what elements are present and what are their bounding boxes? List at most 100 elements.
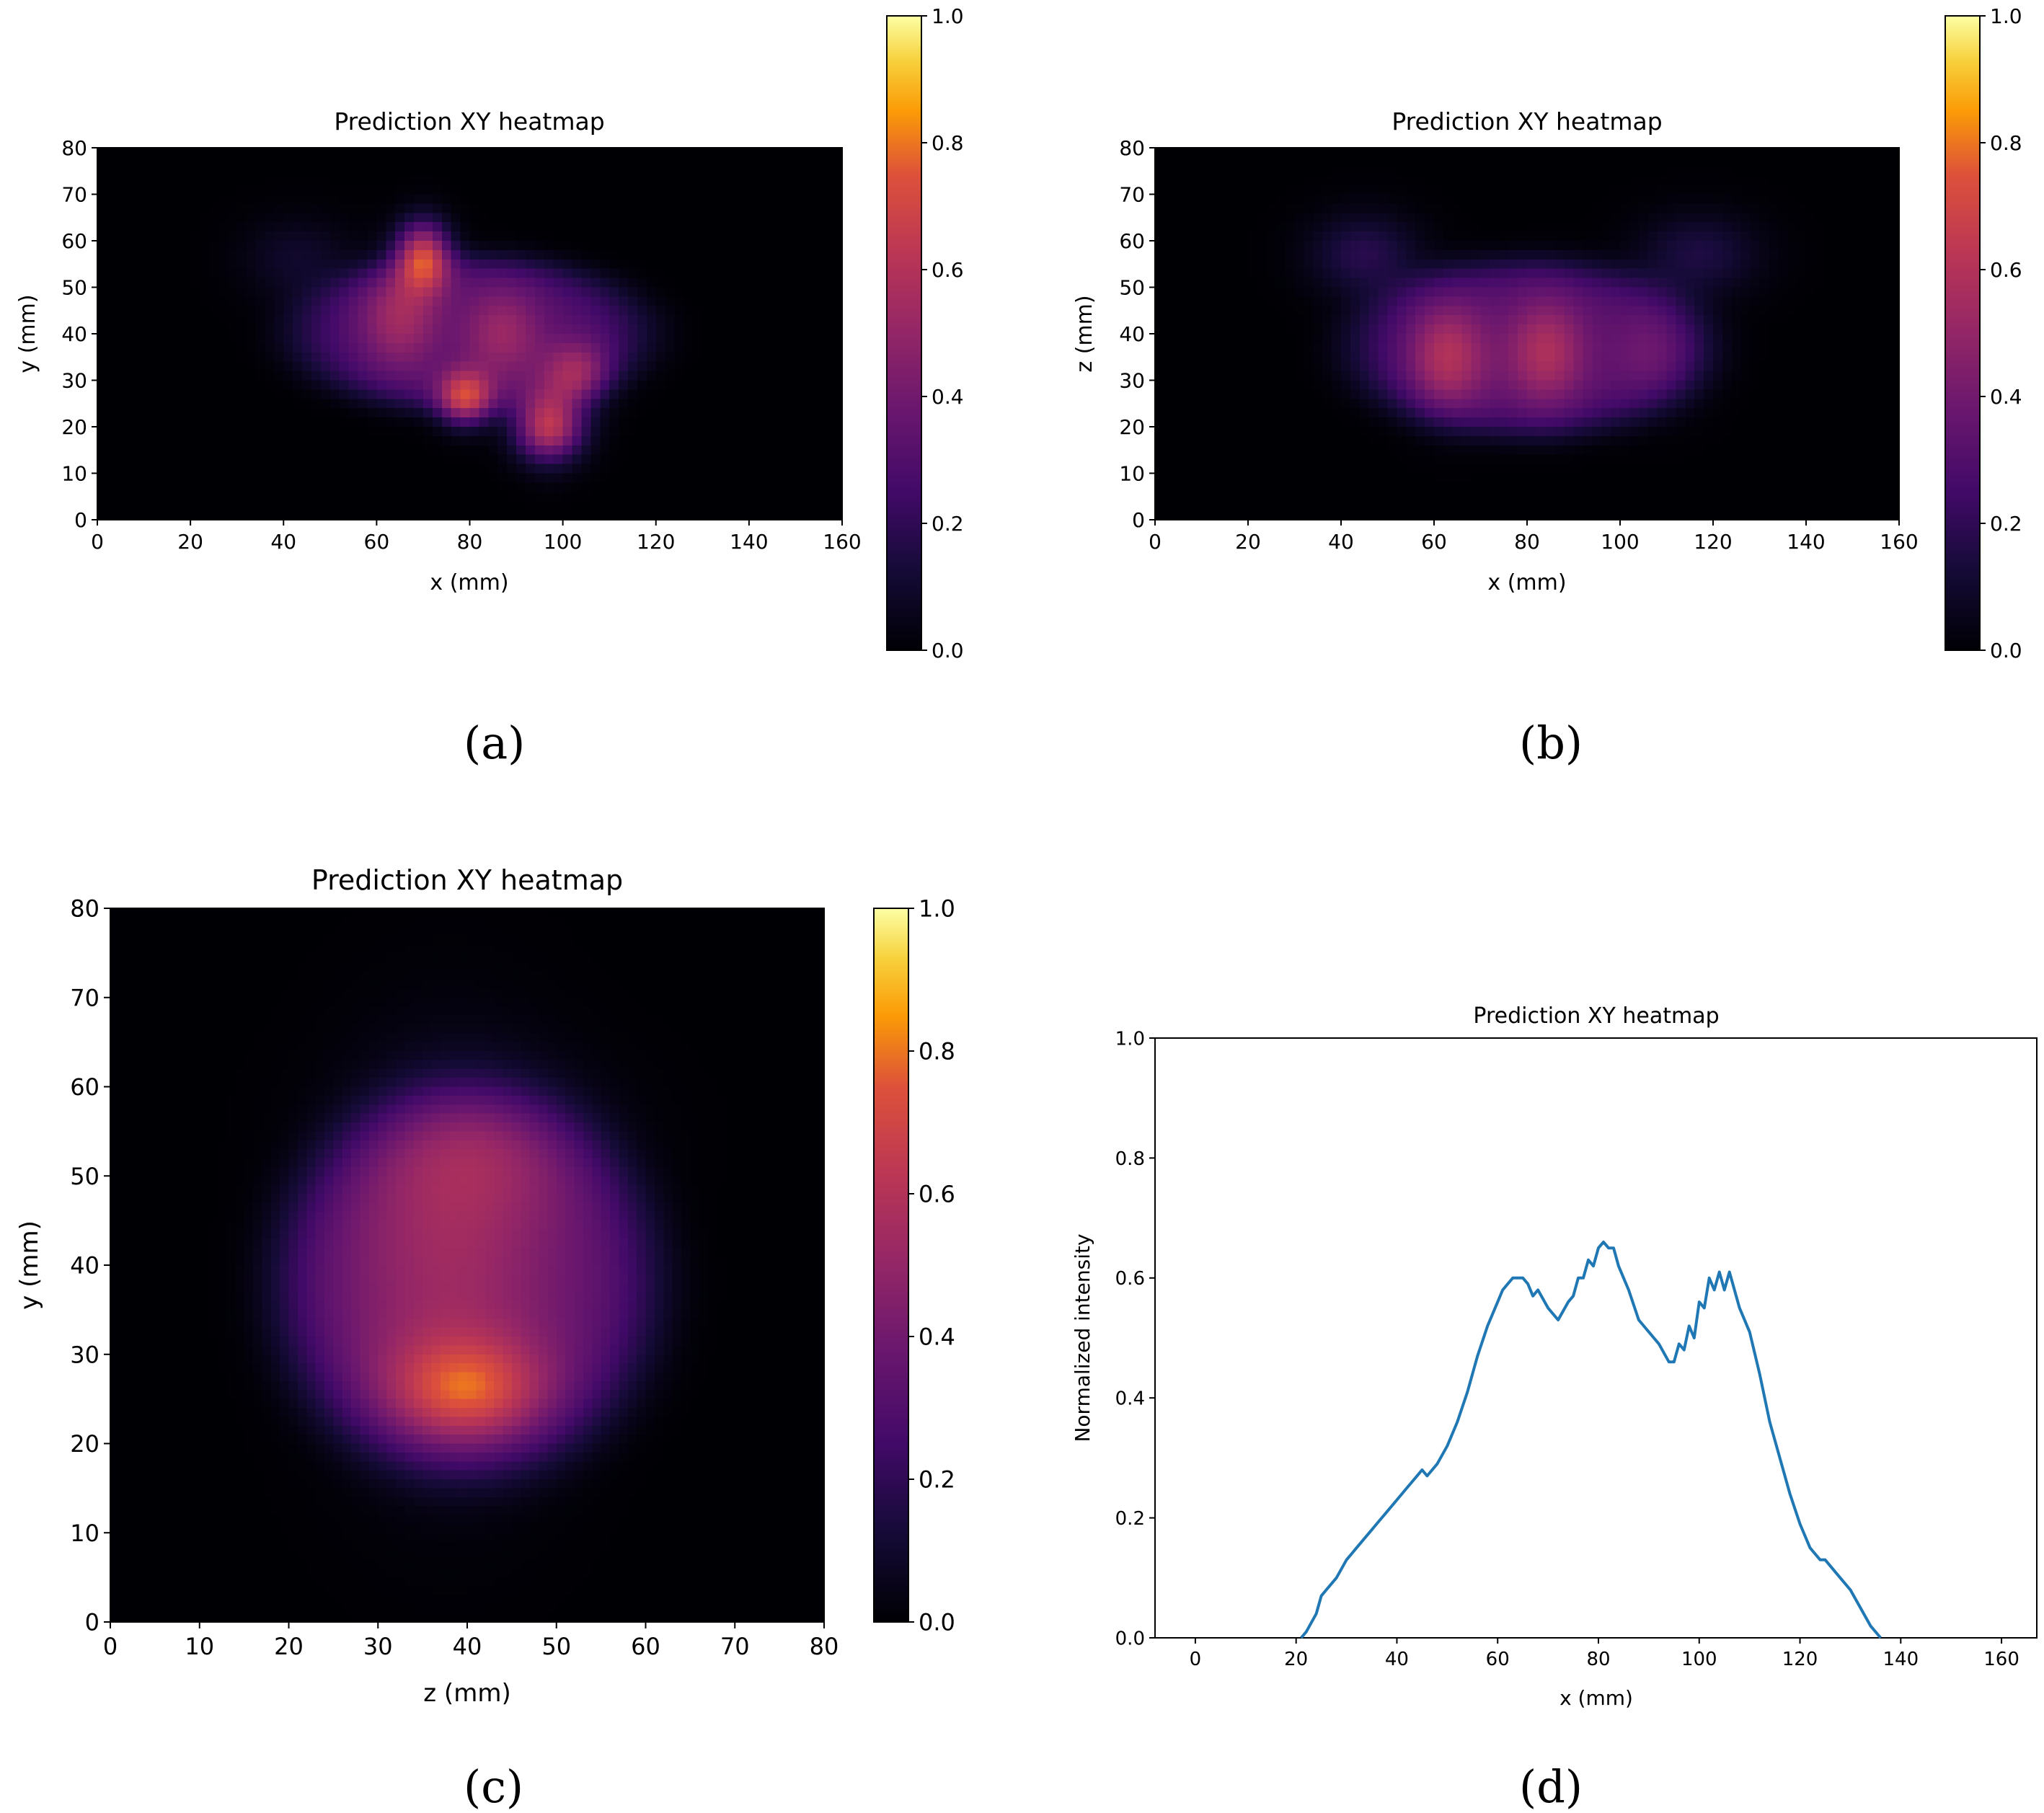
panel-b-xlabel: x (mm) <box>1487 570 1566 595</box>
y-tick-label: 60 <box>61 229 87 253</box>
colorbar-tick-label: 0.8 <box>932 131 964 155</box>
x-tick-label: 0 <box>103 1633 118 1660</box>
y-tick-label: 30 <box>1119 369 1145 393</box>
caption-b: (b) <box>1519 717 1583 769</box>
panel-c-x-ticks: 0 10 20 30 40 50 60 70 80 <box>103 1622 839 1660</box>
colorbar-tick-label: 1.0 <box>1990 4 2022 28</box>
colorbar-tick-label: 0.2 <box>919 1466 955 1494</box>
x-tick-label: 100 <box>544 530 582 554</box>
x-tick-label: 140 <box>1882 1649 1919 1670</box>
x-tick-label: 0 <box>1190 1649 1202 1670</box>
colorbar-b-ticks: 0.0 0.2 0.4 0.6 0.8 1.0 <box>1980 4 2022 662</box>
y-tick-label: 1.0 <box>1115 1028 1145 1050</box>
x-tick-label: 80 <box>1514 530 1540 554</box>
y-tick-label: 70 <box>1119 183 1145 207</box>
y-tick-label: 0.6 <box>1115 1268 1145 1290</box>
y-tick-label: 70 <box>70 984 99 1011</box>
x-tick-label: 100 <box>1681 1649 1717 1670</box>
x-tick-label: 10 <box>185 1633 214 1660</box>
panel-b-x-ticks: 0 20 40 60 80 100 120 140 160 <box>1149 520 1919 554</box>
panel-a-x-ticks: 0 20 40 60 80 100 120 140 160 <box>91 520 862 554</box>
x-tick-label: 140 <box>730 530 768 554</box>
y-tick-label: 10 <box>61 462 87 486</box>
y-tick-label: 20 <box>1119 415 1145 439</box>
panel-a-y-ticks: 0 10 20 30 40 50 60 70 80 <box>61 136 97 532</box>
x-tick-label: 0 <box>91 530 104 554</box>
y-tick-label: 40 <box>61 322 87 346</box>
caption-d: (d) <box>1519 1760 1583 1813</box>
colorbar-tick-label: 0.0 <box>919 1609 955 1636</box>
colorbar-tick-label: 0.8 <box>1990 131 2022 155</box>
x-tick-label: 80 <box>1586 1649 1610 1670</box>
y-tick-label: 40 <box>70 1252 99 1280</box>
x-tick-label: 60 <box>364 530 390 554</box>
caption-a: (a) <box>464 717 526 769</box>
y-tick-label: 50 <box>70 1163 99 1190</box>
panel-a-title: Prediction XY heatmap <box>334 107 604 136</box>
panel-c-y-ticks: 0 10 20 30 40 50 60 70 80 <box>70 895 110 1636</box>
y-tick-label: 70 <box>61 183 87 207</box>
colorbar-tick-label: 0.6 <box>1990 258 2022 282</box>
x-tick-label: 40 <box>453 1633 482 1660</box>
panel-b-ylabel: z (mm) <box>1072 295 1097 372</box>
panel-d: Prediction XY heatmap 0 20 40 60 80 100 120 140… <box>1071 1003 2038 1710</box>
x-tick-label: 50 <box>541 1633 571 1660</box>
x-tick-label: 40 <box>270 530 296 554</box>
panel-a: Prediction XY heatmap 0 20 40 60 80 100 120 140… <box>15 4 964 662</box>
x-tick-label: 30 <box>363 1633 393 1660</box>
colorbar-tick-label: 0.2 <box>1990 512 2022 536</box>
y-tick-label: 60 <box>70 1073 99 1101</box>
panel-d-x-ticks: 0 20 40 60 80 100 120 140 160 <box>1190 1638 2019 1670</box>
panel-b: Prediction XY heatmap 0 20 40 60 80 100 120 140… <box>1072 4 2022 662</box>
x-tick-label: 60 <box>631 1633 660 1660</box>
panel-d-y-ticks: 0.0 0.2 0.4 0.6 0.8 1.0 <box>1115 1028 1155 1649</box>
panel-b-y-ticks: 0 10 20 30 40 50 60 70 80 <box>1119 136 1155 532</box>
colorbar-tick-label: 0.0 <box>1990 639 2022 662</box>
x-tick-label: 0 <box>1149 530 1162 554</box>
caption-c: (c) <box>464 1760 524 1813</box>
panel-c: Prediction XY heatmap 0 10 20 30 40 50 60 70 80 … <box>15 864 955 1708</box>
colorbar-tick-label: 0.8 <box>919 1038 955 1065</box>
y-tick-label: 80 <box>70 895 99 923</box>
x-tick-label: 160 <box>1880 530 1918 554</box>
y-tick-label: 0.4 <box>1115 1388 1145 1410</box>
heatmap-a-image <box>97 148 842 520</box>
x-tick-label: 80 <box>810 1633 839 1660</box>
colorbar-tick-label: 1.0 <box>919 895 955 923</box>
y-tick-label: 80 <box>1119 136 1145 160</box>
y-tick-label: 20 <box>61 415 87 439</box>
y-tick-label: 0.2 <box>1115 1508 1145 1530</box>
x-tick-label: 20 <box>274 1633 304 1660</box>
y-tick-label: 30 <box>61 369 87 393</box>
x-tick-label: 40 <box>1385 1649 1409 1670</box>
heatmap-b-image <box>1155 148 1899 520</box>
panel-a-xlabel: x (mm) <box>430 570 508 595</box>
x-tick-label: 20 <box>177 530 203 554</box>
x-tick-label: 120 <box>1782 1649 1818 1670</box>
colorbar-c <box>873 908 909 1623</box>
x-tick-label: 120 <box>1694 530 1732 554</box>
y-tick-label: 40 <box>1119 322 1145 346</box>
y-tick-label: 0 <box>74 508 87 532</box>
x-tick-label: 70 <box>720 1633 750 1660</box>
x-tick-label: 60 <box>1421 530 1447 554</box>
intensity-line <box>1300 1240 1882 1639</box>
y-tick-label: 50 <box>61 276 87 300</box>
line-plot-d-frame <box>1154 1037 2038 1639</box>
panel-d-xlabel: x (mm) <box>1559 1686 1633 1710</box>
x-tick-label: 160 <box>823 530 861 554</box>
panel-a-ylabel: y (mm) <box>15 294 40 373</box>
colorbar-tick-label: 0.4 <box>932 385 964 409</box>
y-tick-label: 0.8 <box>1115 1148 1145 1170</box>
y-tick-label: 50 <box>1119 276 1145 300</box>
panel-c-ylabel: y (mm) <box>15 1220 44 1310</box>
x-tick-label: 100 <box>1601 530 1639 554</box>
x-tick-label: 80 <box>457 530 483 554</box>
panel-c-title: Prediction XY heatmap <box>311 864 623 896</box>
heatmap-c-image <box>110 908 824 1622</box>
colorbar-tick-label: 0.6 <box>919 1181 955 1208</box>
x-tick-label: 60 <box>1486 1649 1510 1670</box>
colorbar-a-ticks: 0.0 0.2 0.4 0.6 0.8 1.0 <box>921 4 964 662</box>
y-tick-label: 0 <box>1132 508 1145 532</box>
